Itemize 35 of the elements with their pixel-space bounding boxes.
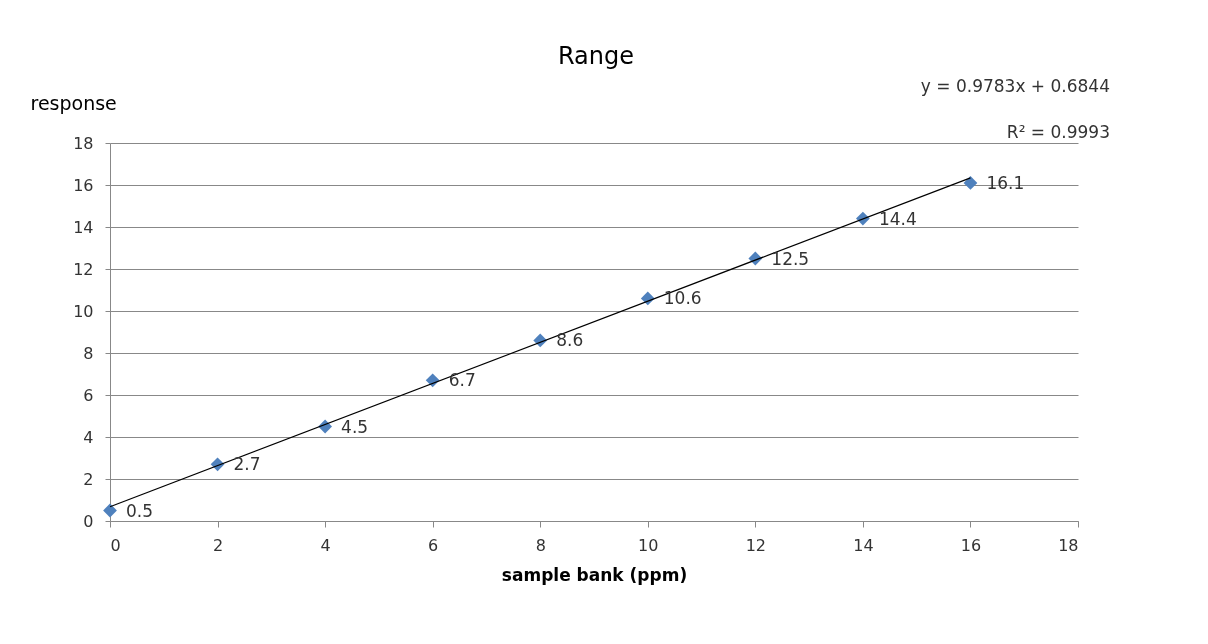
data-label: 2.7 — [233, 454, 261, 475]
y-tick-label: 14 — [73, 217, 94, 237]
data-label: 8.6 — [556, 330, 584, 351]
y-tick-label: 10 — [73, 301, 94, 321]
data-label: 12.5 — [771, 248, 810, 269]
y-tick-label: 16 — [73, 175, 94, 195]
x-tick-label: 12 — [745, 535, 767, 555]
x-tick-label: 0 — [110, 535, 121, 555]
data-label: 6.7 — [448, 370, 476, 391]
x-tick-label: 16 — [960, 535, 982, 555]
data-label: 4.5 — [341, 416, 369, 437]
point — [103, 503, 117, 518]
x-tick-label: 14 — [853, 535, 874, 555]
x-tick-label: 6 — [428, 535, 439, 555]
y-tick-label: 8 — [83, 343, 94, 363]
y-tick-label: 0 — [83, 511, 94, 531]
data-label: 14.4 — [878, 208, 917, 229]
x-tick-label: 10 — [638, 535, 659, 555]
chart-title: Range — [557, 42, 635, 70]
data-label: 10.6 — [663, 288, 702, 309]
text: R² = 0.9993 — [1006, 122, 1110, 142]
x-tick-label: 18 — [1058, 535, 1079, 555]
y-tick-label: 6 — [83, 385, 94, 405]
text: y = 0.9783x + 0.6844 — [920, 76, 1110, 96]
x-axis-title: sample bank (ppm) — [501, 564, 688, 585]
data-label: 0.5 — [126, 500, 154, 521]
y-axis-title: response — [30, 91, 117, 114]
y-tick-label: 4 — [83, 427, 94, 447]
y-tick-label: 18 — [73, 133, 94, 153]
point — [963, 176, 978, 190]
x-tick-label: 4 — [320, 535, 331, 555]
y-tick-label: 12 — [73, 259, 94, 279]
y-tick-label: 2 — [83, 469, 94, 489]
x-tick-label: 2 — [212, 535, 224, 555]
x-tick-label: 8 — [535, 535, 546, 555]
